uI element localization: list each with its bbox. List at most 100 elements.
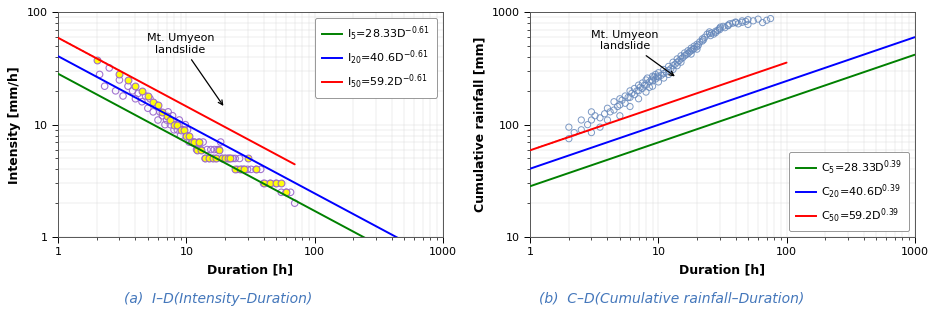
Point xyxy=(711,26,726,31)
Point xyxy=(695,36,709,41)
Point xyxy=(189,147,204,152)
Point xyxy=(730,21,745,26)
Point xyxy=(199,147,214,152)
Point xyxy=(635,81,650,86)
Point xyxy=(154,113,169,118)
Point xyxy=(561,136,576,141)
Point xyxy=(599,106,614,111)
Point xyxy=(665,60,680,65)
Point xyxy=(696,35,711,40)
Legend: I$_5$=28.33D$^{-0.61}$, I$_{20}$=40.6D$^{-0.61}$, I$_{50}$=59.2D$^{-0.61}$: I$_5$=28.33D$^{-0.61}$, I$_{20}$=40.6D$^… xyxy=(314,18,437,98)
Point xyxy=(214,156,229,161)
Point xyxy=(179,133,194,138)
Point xyxy=(248,167,263,172)
Point xyxy=(256,181,271,186)
Point xyxy=(167,122,182,127)
X-axis label: Duration [h]: Duration [h] xyxy=(207,263,293,276)
Point xyxy=(612,96,627,101)
Point xyxy=(661,64,676,69)
Point xyxy=(138,94,153,99)
Point xyxy=(207,147,222,152)
Point xyxy=(651,70,665,75)
Point xyxy=(758,18,773,23)
Point xyxy=(208,156,223,161)
Point xyxy=(151,117,166,122)
Point xyxy=(173,133,188,138)
Point xyxy=(669,60,684,65)
Point xyxy=(111,78,126,83)
Point xyxy=(253,167,268,172)
Point xyxy=(677,53,692,58)
Point xyxy=(635,86,650,91)
Point xyxy=(561,125,576,130)
Point xyxy=(179,133,194,138)
Point xyxy=(663,66,678,71)
Point xyxy=(722,21,737,26)
Point xyxy=(648,77,663,82)
Point xyxy=(287,201,302,205)
Point xyxy=(217,156,232,161)
Point xyxy=(171,117,186,122)
Point xyxy=(273,181,288,186)
Point xyxy=(632,85,647,90)
Point xyxy=(715,24,730,29)
Point xyxy=(573,117,588,122)
Point xyxy=(145,99,160,104)
Point xyxy=(232,156,247,161)
Point xyxy=(720,23,735,28)
Point xyxy=(186,140,201,145)
Point xyxy=(651,79,665,84)
Point xyxy=(692,40,707,44)
Point xyxy=(283,190,298,195)
Point xyxy=(665,67,680,72)
Point xyxy=(701,29,716,34)
Point xyxy=(641,79,656,84)
Point xyxy=(717,25,732,30)
Point xyxy=(727,19,742,24)
Y-axis label: Cumulative rainfall [mm]: Cumulative rainfall [mm] xyxy=(473,37,486,212)
Point xyxy=(678,52,693,57)
Point xyxy=(673,60,688,65)
Point xyxy=(130,91,145,96)
Point xyxy=(712,24,727,29)
Point xyxy=(675,55,690,60)
Point xyxy=(699,32,714,36)
Point xyxy=(214,156,229,161)
Point xyxy=(612,102,627,107)
Point xyxy=(229,167,244,172)
Point xyxy=(695,37,710,42)
Point xyxy=(140,106,155,111)
Point xyxy=(631,83,646,87)
Point xyxy=(262,181,277,186)
Point xyxy=(636,83,651,87)
Point xyxy=(623,91,638,96)
Point xyxy=(754,20,769,25)
Point xyxy=(622,104,636,109)
Point xyxy=(236,167,251,172)
Point xyxy=(169,122,184,127)
Point xyxy=(641,85,656,90)
Point xyxy=(182,140,197,145)
Point xyxy=(182,133,197,138)
Point xyxy=(210,147,225,152)
Point xyxy=(689,47,704,52)
Point xyxy=(655,76,670,81)
Point xyxy=(655,67,670,72)
Point xyxy=(686,46,701,51)
Point xyxy=(745,18,760,23)
Point xyxy=(256,181,271,186)
Point xyxy=(626,86,641,91)
Point xyxy=(167,127,182,132)
Text: Mt. Umyeon
landslide: Mt. Umyeon landslide xyxy=(147,33,223,105)
Point xyxy=(669,57,684,61)
Point xyxy=(689,44,704,49)
Point xyxy=(135,88,150,93)
Point xyxy=(566,130,581,135)
Point xyxy=(680,48,695,53)
Point xyxy=(661,72,676,77)
Point xyxy=(762,16,777,21)
Point xyxy=(661,68,676,73)
Point xyxy=(583,109,598,114)
Point xyxy=(197,156,212,161)
Point xyxy=(709,28,724,33)
